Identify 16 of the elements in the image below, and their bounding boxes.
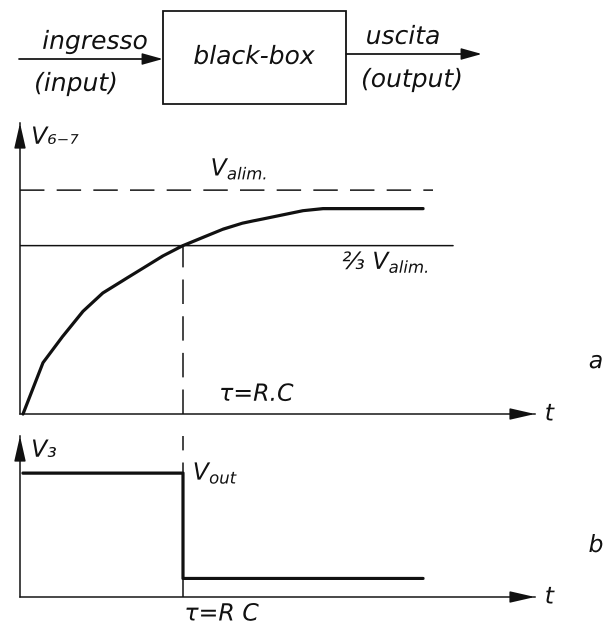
text: ingresso bbox=[43, 30, 147, 54]
text: a bbox=[590, 354, 602, 368]
text: (input) bbox=[36, 72, 116, 96]
x-axis-title: t bbox=[546, 404, 555, 421]
x-axis-title: t bbox=[546, 586, 555, 604]
ref-line-label: V$_{alim.}$ bbox=[212, 158, 266, 180]
y-axis-title: V₆₋₇ bbox=[32, 126, 78, 144]
y-axis-title: V₃ bbox=[32, 440, 56, 457]
text: b bbox=[589, 534, 602, 552]
text: black-box bbox=[194, 44, 315, 64]
text: (output) bbox=[362, 68, 460, 92]
ref-line-label: ⅔ V$_{alim.}$ bbox=[342, 251, 428, 274]
series-label: V$_{out}$ bbox=[194, 462, 237, 484]
annotation: τ=R.C bbox=[221, 383, 294, 402]
text: uscita bbox=[367, 24, 439, 44]
text: τ=R C bbox=[186, 602, 259, 621]
